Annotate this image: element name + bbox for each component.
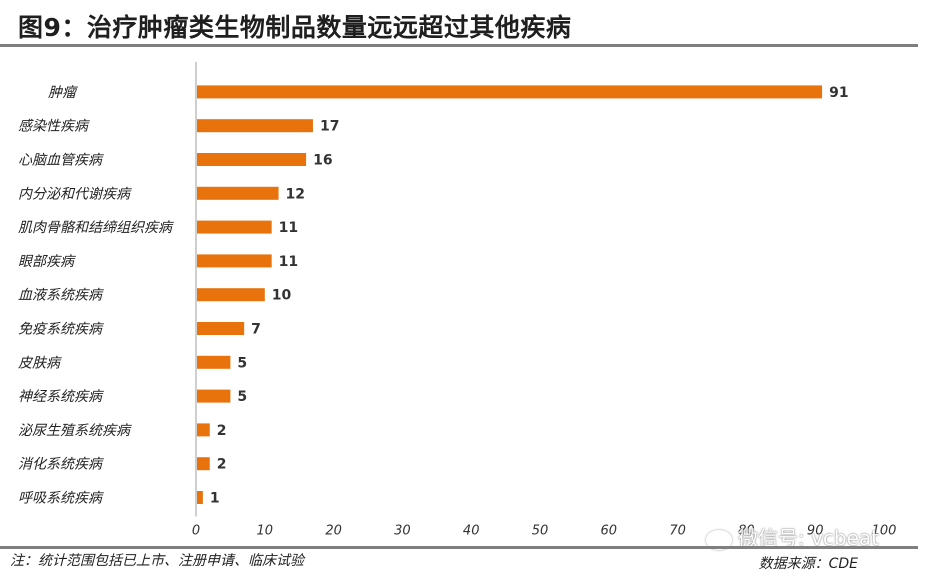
value-label: 7 — [251, 322, 261, 338]
value-label: 1 — [210, 491, 220, 507]
value-labels: 91 17 16 12 11 11 10 7 5 5 2 2 1 — [210, 85, 849, 507]
category-label: 内分泌和代谢疾病 — [18, 186, 132, 202]
page-title: 图9：治疗肿瘤类生物制品数量远远超过其他疾病 — [18, 13, 572, 42]
bar — [197, 423, 210, 437]
bar — [197, 322, 245, 335]
bar — [197, 355, 231, 369]
x-tick-label: 30 — [394, 523, 411, 538]
bar — [197, 254, 272, 268]
title-divider — [0, 44, 918, 47]
x-tick-label: 50 — [532, 523, 549, 538]
bar-chart: 肿瘤感染性疾病心脑血管疾病内分泌和代谢疾病肌肉骨骼和结缔组织疾病眼部疾病血液系统… — [18, 62, 897, 538]
category-label: 肌肉骨骼和结缔组织疾病 — [18, 220, 174, 236]
category-label: 心脑血管疾病 — [18, 153, 104, 169]
x-tick-label: 20 — [325, 523, 342, 538]
bar — [197, 153, 307, 166]
value-label: 17 — [320, 119, 339, 135]
bar — [197, 186, 279, 200]
x-tick-label: 60 — [601, 523, 618, 538]
category-label: 感染性疾病 — [18, 119, 90, 135]
footer-divider — [0, 546, 918, 549]
category-labels: 肿瘤感染性疾病心脑血管疾病内分泌和代谢疾病肌肉骨骼和结缔组织疾病眼部疾病血液系统… — [18, 85, 174, 507]
bar — [197, 389, 231, 403]
value-label: 2 — [217, 423, 227, 439]
value-label: 91 — [829, 85, 848, 101]
category-label: 肿瘤 — [48, 85, 79, 101]
value-label: 5 — [237, 389, 247, 405]
bar — [197, 288, 265, 302]
category-label: 消化系统疾病 — [18, 457, 104, 473]
value-label: 11 — [279, 254, 298, 270]
bar — [197, 220, 272, 234]
value-label: 16 — [313, 153, 332, 169]
value-label: 5 — [237, 355, 247, 371]
x-tick-label: 40 — [463, 523, 480, 538]
value-label: 12 — [286, 186, 305, 202]
bar — [197, 119, 313, 133]
category-label: 呼吸系统疾病 — [18, 491, 104, 507]
value-label: 2 — [217, 457, 227, 473]
bars — [197, 85, 823, 504]
x-tick-label: 70 — [669, 523, 686, 538]
bar — [197, 457, 210, 471]
data-source: 数据来源：CDE — [758, 556, 858, 572]
category-label: 免疫系统疾病 — [18, 322, 104, 338]
footnote: 注：统计范围包括已上市、注册申请、临床试验 — [10, 553, 304, 569]
x-tick-label: 100 — [872, 523, 897, 538]
value-label: 10 — [272, 288, 292, 304]
category-label: 神经系统疾病 — [18, 389, 104, 405]
category-label: 眼部疾病 — [18, 254, 76, 270]
category-label: 皮肤病 — [18, 355, 62, 371]
category-label: 泌尿生殖系统疾病 — [18, 423, 132, 439]
category-label: 血液系统疾病 — [18, 288, 104, 304]
value-label: 11 — [279, 220, 298, 236]
bar — [197, 491, 203, 504]
x-tick-label: 0 — [192, 523, 200, 538]
x-tick-labels: 0 10 20 30 40 50 60 70 80 90 100 — [192, 523, 897, 538]
x-tick-label: 80 — [738, 523, 755, 538]
bar — [197, 85, 823, 99]
x-tick-label: 10 — [257, 523, 274, 538]
x-tick-label: 90 — [807, 523, 824, 538]
